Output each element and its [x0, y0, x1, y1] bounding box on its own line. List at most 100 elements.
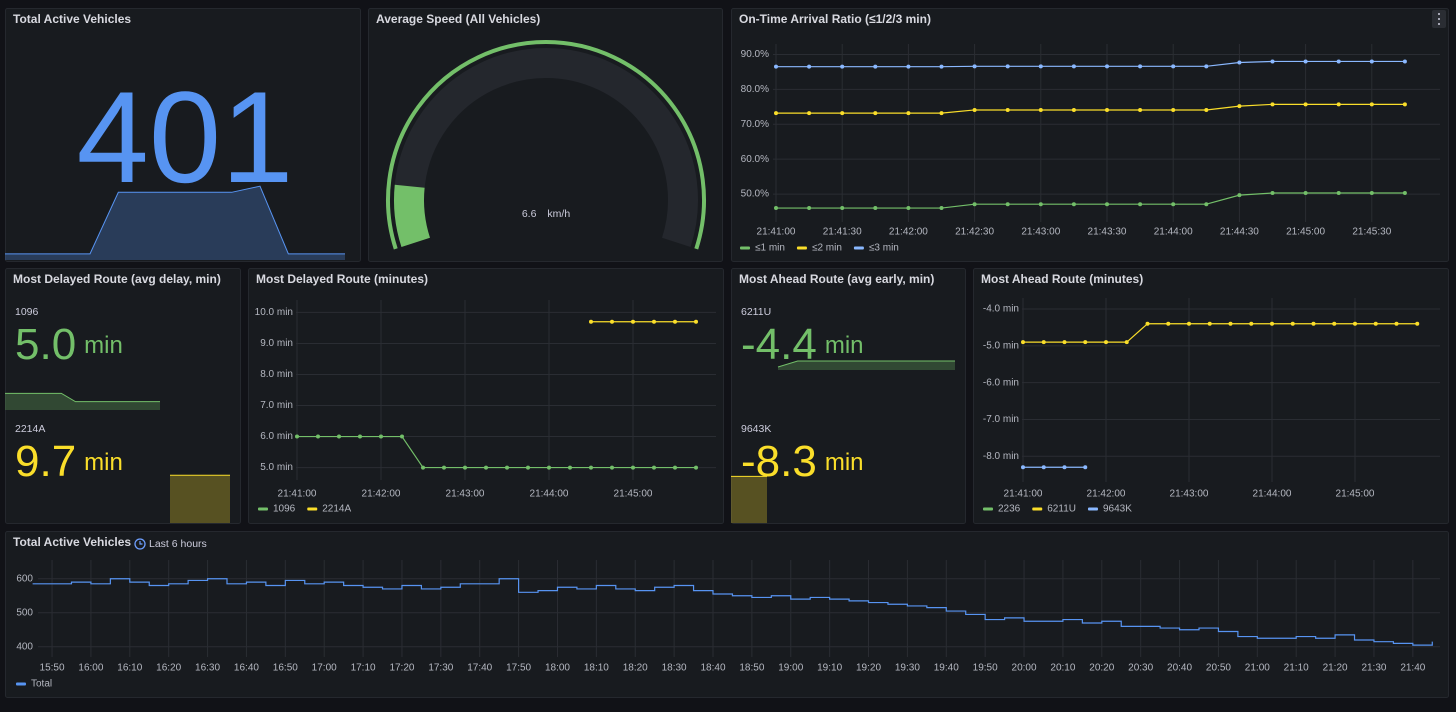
x-tick-label: 19:20 [856, 663, 881, 674]
x-tick-label: 18:10 [584, 663, 609, 674]
x-tick-label: 21:43:00 [446, 489, 485, 500]
panel-title: Most Ahead Route (avg early, min) [739, 272, 934, 286]
data-point [1249, 321, 1254, 326]
data-point [1071, 202, 1076, 207]
x-tick-label: 21:43:00 [1170, 489, 1209, 500]
data-point [673, 465, 677, 470]
legend-label[interactable]: Total [31, 679, 52, 690]
x-tick-label: 16:50 [273, 663, 298, 674]
legend-swatch [16, 682, 26, 686]
data-point [1083, 340, 1088, 345]
panel-title: Most Ahead Route (minutes) [981, 272, 1143, 286]
clock-icon [134, 538, 146, 550]
x-tick-label: 19:40 [934, 663, 959, 674]
y-tick-label: 6.0 min [260, 431, 293, 442]
stat-name: 1096 [15, 306, 39, 318]
data-point [1336, 102, 1341, 107]
data-point [1124, 340, 1129, 345]
data-point [1336, 191, 1341, 196]
series-line [32, 578, 1433, 646]
time-range[interactable]: Last 6 hours [149, 538, 207, 550]
x-tick-label: 21:41:00 [278, 489, 317, 500]
x-tick-label: 16:40 [234, 663, 259, 674]
legend-label[interactable]: ≤2 min [812, 243, 842, 254]
data-point [939, 64, 944, 69]
data-point [972, 202, 977, 207]
data-point [1105, 107, 1109, 112]
data-point [1071, 64, 1076, 69]
sparkline-area [5, 186, 345, 260]
x-tick-label: 18:20 [623, 663, 648, 674]
panel-title: On-Time Arrival Ratio (≤1/2/3 min) [739, 12, 931, 26]
data-point [1041, 465, 1046, 470]
data-point [1104, 340, 1108, 345]
data-point [1394, 321, 1399, 326]
x-tick-label: 21:45:00 [614, 489, 653, 500]
x-tick-label: 21:45:30 [1352, 227, 1391, 238]
panel-title: Total Active Vehicles [13, 12, 131, 26]
x-tick-label: 19:00 [778, 663, 803, 674]
panel-title: Average Speed (All Vehicles) [376, 12, 540, 26]
sparkline-area [778, 361, 955, 370]
stat-name: 2214A [15, 423, 45, 435]
data-point [1290, 321, 1295, 326]
menu-dot [1438, 13, 1440, 15]
series-line [776, 103, 1405, 114]
data-point [1041, 340, 1046, 345]
gauge-value: 6.6 km/h [522, 208, 571, 220]
data-point [463, 465, 467, 470]
stat-name: 6211U [741, 306, 771, 318]
data-point [400, 434, 404, 439]
x-tick-label: 17:20 [389, 663, 414, 674]
data-point [972, 64, 977, 69]
stat-number: -8.3 [741, 437, 817, 486]
x-tick-label: 21:44:00 [530, 489, 569, 500]
x-tick-label: 18:30 [662, 663, 687, 674]
clock-hand [139, 541, 143, 545]
x-tick-label: 21:42:00 [889, 227, 928, 238]
data-point [972, 107, 977, 112]
x-tick-label: 18:00 [545, 663, 570, 674]
data-point [906, 206, 911, 211]
x-tick-label: 20:40 [1167, 663, 1192, 674]
data-point [1166, 321, 1171, 326]
x-tick-label: 21:41:00 [757, 227, 796, 238]
data-point [1145, 321, 1150, 326]
panel [248, 268, 724, 524]
legend-label[interactable]: ≤3 min [869, 243, 899, 254]
data-point [1005, 107, 1010, 112]
stat-unit: min [825, 449, 864, 476]
x-tick-label: 16:00 [78, 663, 103, 674]
series-line [1023, 323, 1418, 343]
legend-label[interactable]: 1096 [273, 504, 296, 515]
x-tick-label: 20:20 [1089, 663, 1114, 674]
data-point [1369, 191, 1374, 196]
panel [731, 268, 966, 524]
data-point [1187, 321, 1191, 326]
legend-label[interactable]: 2214A [322, 504, 351, 515]
panel [973, 268, 1449, 524]
data-point [379, 434, 383, 439]
data-point [1005, 202, 1010, 207]
stat-value: 401 [77, 64, 294, 210]
data-point [1402, 191, 1407, 196]
legend-label[interactable]: 2236 [998, 504, 1021, 515]
stat-unit: min [825, 332, 864, 359]
panel [731, 8, 1449, 262]
legend-label[interactable]: 6211U [1047, 504, 1076, 515]
gauge-number: 6.6 [522, 208, 537, 220]
legend-label[interactable]: ≤1 min [755, 243, 785, 254]
data-point [774, 111, 778, 116]
data-point [1062, 340, 1067, 345]
data-point [840, 111, 845, 116]
data-point [840, 64, 845, 69]
data-point [1083, 465, 1088, 470]
data-point [568, 465, 572, 470]
legend-label[interactable]: 9643K [1103, 504, 1132, 515]
stat-value: 5.0 min [15, 320, 123, 369]
x-tick-label: 21:20 [1323, 663, 1348, 674]
data-point [1373, 321, 1378, 326]
data-point [1311, 321, 1316, 326]
legend-swatch [307, 507, 318, 511]
data-point [1138, 64, 1143, 69]
